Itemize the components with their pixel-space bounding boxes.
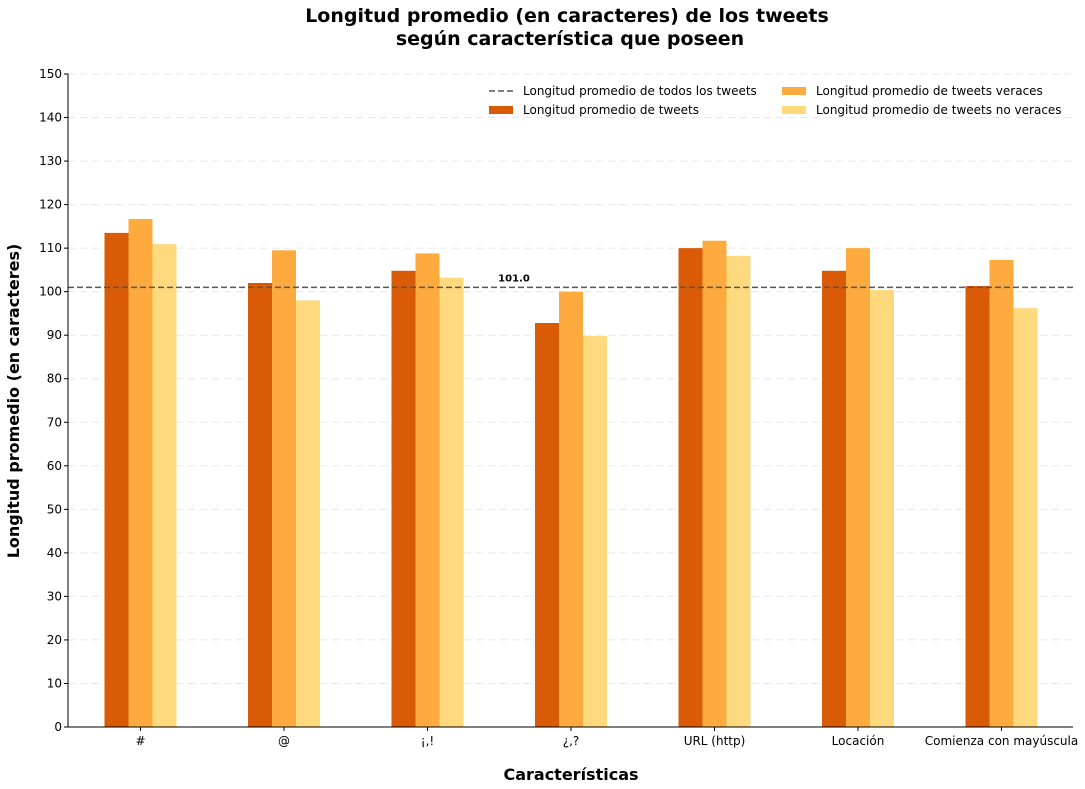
legend: Longitud promedio de todos los tweets Lon… — [489, 84, 1062, 117]
bar-series-1-locacion — [822, 270, 846, 727]
bar-series-2-url-http — [702, 240, 727, 727]
x-tick-label-locacion: Locación — [832, 734, 885, 748]
bar-series-2-locacion — [846, 248, 870, 727]
y-tick-label: 80 — [47, 372, 62, 386]
reference-line-label: 101.0 — [498, 273, 530, 284]
y-tick-label: 20 — [47, 633, 62, 647]
y-axis-ticks: 0 10 20 30 40 50 60 70 80 90 100 110 120 130 140 150 — [39, 67, 68, 734]
y-tick-label: 130 — [39, 154, 62, 168]
bar-series-1-url-http — [678, 248, 703, 727]
x-tick-label-comienza-con-mayuscula: Comienza con mayúscula — [925, 734, 1078, 748]
y-tick-label: 0 — [54, 720, 62, 734]
bar-series-3-comienza-con-mayuscula — [1013, 308, 1038, 727]
x-tick-label-sym: # — [135, 734, 145, 748]
legend-label-3: Longitud promedio de tweets no veraces — [816, 103, 1062, 117]
y-tick-label: 140 — [39, 111, 62, 125]
legend-label-1: Longitud promedio de tweets — [523, 103, 699, 117]
bar-series-1-sym — [391, 270, 416, 727]
bar-series-2-sym — [272, 250, 296, 727]
bar-series-3-url-http — [726, 255, 751, 727]
y-tick-label: 90 — [47, 328, 62, 342]
bar-series-3-sym — [296, 300, 320, 727]
x-axis-title: Características — [503, 765, 638, 784]
y-tick-label: 30 — [47, 589, 62, 603]
bar-series-3-locacion — [870, 289, 894, 727]
x-tick-label-sym: ¿,? — [563, 734, 580, 748]
y-tick-label: 110 — [39, 241, 62, 255]
bar-series-1-sym — [535, 323, 559, 727]
bar-series-1-sym — [248, 282, 272, 727]
y-tick-label: 120 — [39, 198, 62, 212]
bars — [104, 218, 1038, 727]
x-tick-label-url-http: URL (http) — [684, 734, 746, 748]
y-tick-label: 100 — [39, 285, 62, 299]
bar-series-2-comienza-con-mayuscula — [989, 259, 1014, 727]
bar-series-1-comienza-con-mayuscula — [965, 286, 990, 727]
y-tick-label: 40 — [47, 546, 62, 560]
y-tick-label: 60 — [47, 459, 62, 473]
bar-series-3-sym — [583, 336, 607, 727]
chart-title-line-1: Longitud promedio (en caracteres) de los… — [305, 5, 829, 27]
legend-label-2: Longitud promedio de tweets veraces — [816, 84, 1043, 98]
legend-swatch-1 — [489, 106, 513, 114]
bar-series-3-sym — [152, 244, 177, 727]
y-axis-title: Longitud promedio (en caracteres) — [4, 244, 23, 559]
y-tick-label: 50 — [47, 502, 62, 516]
y-tick-label: 150 — [39, 67, 62, 81]
x-tick-label-sym: @ — [278, 734, 290, 748]
bar-series-2-sym — [415, 253, 440, 727]
x-axis-ticks: # @ ¡,! ¿,? URL (http) Locación Comienza con m… — [135, 727, 1078, 748]
legend-label-0: Longitud promedio de todos los tweets — [523, 84, 757, 98]
reference-line-group: 101.0 — [68, 273, 1073, 289]
bar-series-2-sym — [559, 291, 583, 727]
y-tick-label: 10 — [47, 676, 62, 690]
bar-series-1-sym — [104, 232, 129, 727]
legend-swatch-2 — [782, 87, 806, 95]
legend-swatch-3 — [782, 106, 806, 114]
bar-series-3-sym — [439, 277, 464, 727]
x-tick-label-sym: ¡,! — [421, 734, 434, 748]
y-tick-label: 70 — [47, 415, 62, 429]
chart-title-line-2: según característica que poseen — [396, 28, 744, 50]
bar-series-2-sym — [128, 218, 153, 727]
